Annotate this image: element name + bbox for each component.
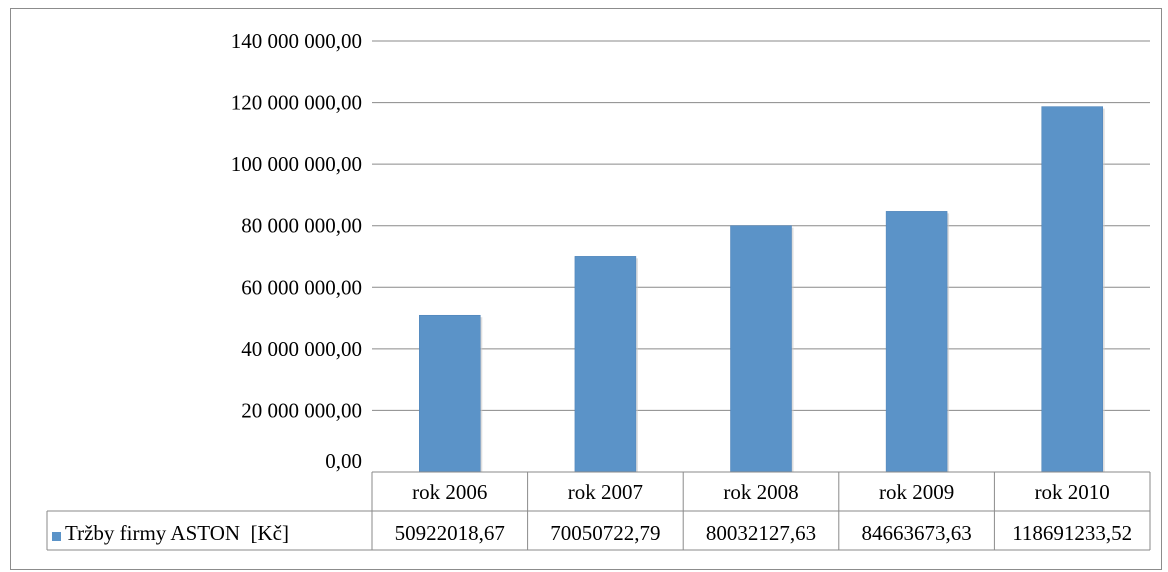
data-table-value: 84663673,63 bbox=[861, 521, 971, 545]
category-label: rok 2007 bbox=[568, 480, 643, 504]
y-tick-label: 0,00 bbox=[325, 449, 362, 473]
y-tick-label: 60 000 000,00 bbox=[241, 275, 362, 299]
category-label: rok 2006 bbox=[412, 480, 487, 504]
y-tick-label: 100 000 000,00 bbox=[231, 152, 362, 176]
y-tick-label: 40 000 000,00 bbox=[241, 337, 362, 361]
gridlines bbox=[372, 40, 1150, 411]
bar bbox=[574, 256, 637, 473]
legend-key bbox=[52, 532, 61, 541]
category-label: rok 2008 bbox=[723, 480, 798, 504]
category-label: rok 2009 bbox=[879, 480, 954, 504]
bar bbox=[730, 225, 792, 473]
bar bbox=[885, 211, 948, 473]
data-table-value: 70050722,79 bbox=[550, 521, 660, 545]
y-axis-tick-labels: 0,00 20 000 000,00 40 000 000,00 60 000 000… bbox=[231, 29, 362, 473]
y-tick-label: 20 000 000,00 bbox=[241, 398, 362, 422]
bar bbox=[419, 314, 481, 473]
y-tick-label: 80 000 000,00 bbox=[241, 214, 362, 238]
series-name: Tržby firmy ASTON [Kč] bbox=[65, 521, 289, 545]
y-tick-label: 140 000 000,00 bbox=[231, 29, 362, 53]
data-table-value: 118691233,52 bbox=[1012, 521, 1132, 545]
bars bbox=[419, 106, 1105, 473]
y-tick-label: 120 000 000,00 bbox=[231, 91, 362, 115]
data-table-value: 50922018,67 bbox=[395, 521, 505, 545]
category-label: rok 2010 bbox=[1035, 480, 1110, 504]
data-table-value: 80032127,63 bbox=[706, 521, 816, 545]
data-table: rok 2006 rok 2007 rok 2008 rok 2009 rok 2010… bbox=[46, 471, 1151, 551]
bar bbox=[1041, 106, 1103, 473]
